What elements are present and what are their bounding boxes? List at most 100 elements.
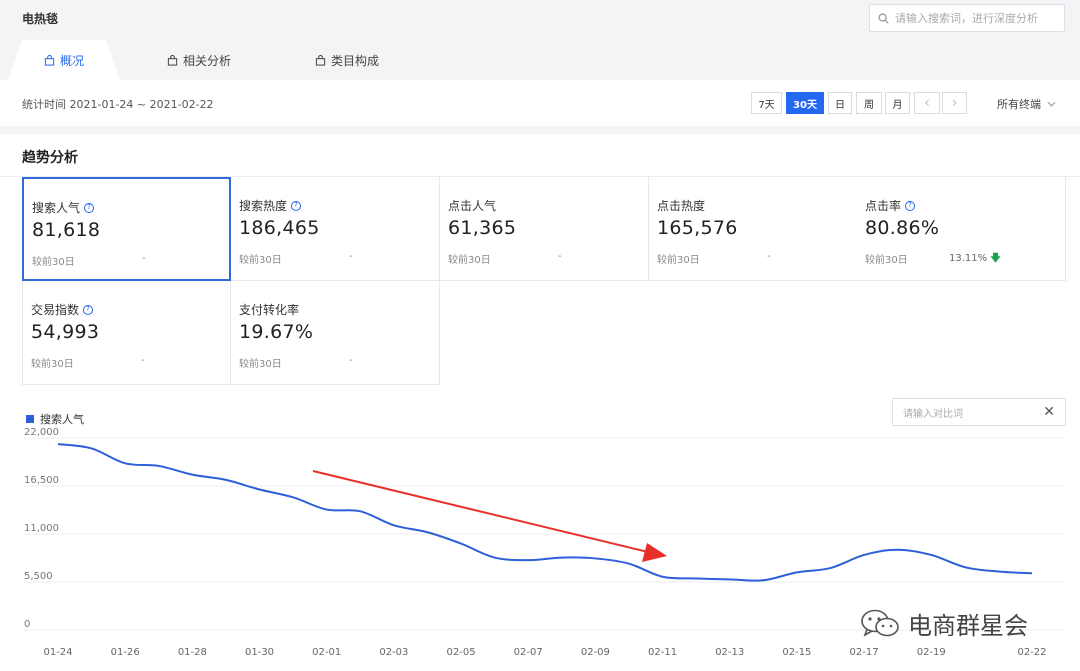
metric-value: 54,993 (31, 321, 100, 343)
date-range: 统计时间 2021-01-24 ~ 2021-02-22 (22, 98, 214, 111)
x-tick-label: 01-24 (43, 647, 72, 658)
close-icon[interactable]: ✕ (1043, 404, 1055, 420)
metric-card-trade-index[interactable]: 交易指数 ? 54,993 较前30日 - (22, 281, 231, 385)
metric-label-text: 点击热度 (657, 199, 706, 213)
tab-label: 概况 (60, 53, 85, 68)
tab-category-composition[interactable]: 类目构成 (315, 40, 379, 80)
metric-card-click-popularity[interactable]: 点击人气 61,365 较前30日 - (440, 177, 649, 281)
metric-label: 点击热度 (657, 197, 705, 214)
x-tick-label: 02-11 (648, 647, 677, 658)
metric-compare-label: 较前30日 (657, 255, 700, 266)
prev-period-button[interactable]: ‹ (914, 92, 940, 114)
metric-compare-label: 较前30日 (239, 359, 282, 370)
next-period-button[interactable]: › (942, 92, 967, 114)
help-icon[interactable]: ? (83, 304, 94, 315)
x-tick-label: 02-09 (581, 647, 610, 658)
metric-label-text: 搜索人气 (32, 201, 81, 215)
period-month-button[interactable]: 月 (885, 92, 910, 114)
search-placeholder: 请输入搜索词，进行深度分析 (895, 12, 1038, 25)
page-title: 电热毯 (22, 12, 59, 26)
series-line-search-popularity (57, 443, 1033, 582)
x-tick-label: 02-03 (379, 647, 408, 658)
metric-card-payment-conversion[interactable]: 支付转化率 19.67% 较前30日 - (231, 281, 440, 385)
top-bar: 电热毯 请输入搜索词，进行深度分析 概况 相关分析 (0, 0, 1080, 80)
terminal-select-value: 所有终端 (997, 98, 1041, 111)
compare-placeholder: 请输入对比词 (903, 408, 963, 420)
help-icon[interactable]: ? (291, 200, 302, 211)
metric-label: 点击率 ? (865, 197, 916, 214)
x-tick-label: 01-30 (245, 647, 274, 658)
metric-compare-label: 较前30日 (448, 255, 491, 266)
metric-compare-label: 较前30日 (31, 359, 74, 370)
x-tick-label: 02-22 (1017, 647, 1046, 658)
metric-label-text: 支付转化率 (239, 303, 300, 317)
tab-overview[interactable]: 概况 (8, 40, 120, 80)
x-tick-label: 02-13 (715, 647, 744, 658)
chevron-down-icon (1047, 101, 1056, 107)
x-tick-label: 02-05 (447, 647, 476, 658)
y-tick-label: 22,000 (24, 428, 59, 438)
metric-delta: 13.11% 🡇 (949, 251, 1001, 268)
metric-card-search-popularity[interactable]: 搜索人气 ? 81,618 较前30日 - (22, 177, 231, 281)
period-7d-button[interactable]: 7天 (751, 92, 782, 114)
metric-label: 支付转化率 (239, 301, 299, 318)
metric-compare-label: 较前30日 (239, 255, 282, 266)
metric-label-text: 搜索热度 (239, 199, 288, 213)
tab-label: 相关分析 (183, 53, 232, 68)
bag-icon (167, 54, 178, 66)
period-30d-button[interactable]: 30天 (786, 92, 824, 114)
metric-delta: - (767, 251, 771, 262)
metric-label-text: 点击人气 (448, 199, 497, 213)
chart-legend[interactable]: 搜索人气 (26, 411, 84, 427)
metric-label: 点击人气 (448, 197, 496, 214)
watermark: 电商群星会 (860, 606, 1028, 641)
annotation-arrow-shaft (312, 470, 649, 553)
metric-delta: - (349, 355, 353, 366)
metric-delta: - (142, 253, 146, 264)
metric-label-text: 交易指数 (31, 303, 80, 317)
period-week-button[interactable]: 周 (856, 92, 882, 114)
metric-label: 搜索热度 ? (239, 197, 302, 214)
terminal-select[interactable]: 所有终端 (997, 96, 1056, 112)
trend-chart: 0 5,500 11,000 16,500 22,000 01-24 01-26 01-28 0… (22, 428, 1066, 658)
metric-card-click-rate[interactable]: 点击率 ? 80.86% 较前30日 13.11% 🡇 (857, 177, 1066, 281)
period-day-button[interactable]: 日 (828, 92, 852, 114)
search-icon (878, 13, 889, 23)
metric-card-search-heat[interactable]: 搜索热度 ? 186,465 较前30日 - (231, 177, 440, 281)
metric-compare-label: 较前30日 (32, 257, 75, 268)
bag-icon (315, 54, 326, 66)
metric-value: 165,576 (657, 217, 738, 239)
metric-label: 搜索人气 ? (32, 199, 95, 216)
metric-grid: 搜索人气 ? 81,618 较前30日 - 搜索热度 ? 186,465 较前3… (22, 177, 1066, 385)
x-tick-label: 02-17 (850, 647, 879, 658)
tab-related-analysis[interactable]: 相关分析 (167, 40, 231, 80)
x-tick-label: 02-07 (514, 647, 543, 658)
metric-label: 交易指数 ? (31, 301, 94, 318)
metric-delta-value: 13.11% (949, 253, 988, 264)
bag-icon (44, 55, 55, 66)
y-tick-label: 5,500 (24, 571, 53, 582)
tab-label: 类目构成 (331, 53, 380, 68)
annotation-arrow-head (642, 543, 667, 562)
metric-card-click-heat[interactable]: 点击热度 165,576 较前30日 - (649, 177, 858, 281)
y-tick-label: 0 (24, 619, 30, 630)
metric-delta: - (141, 355, 145, 366)
x-tick-label: 01-28 (178, 647, 207, 658)
help-icon[interactable]: ? (84, 202, 95, 213)
filter-bar: 统计时间 2021-01-24 ~ 2021-02-22 7天 30天 日 周 … (0, 80, 1080, 126)
y-tick-label: 16,500 (24, 475, 59, 486)
help-icon[interactable]: ? (905, 200, 916, 211)
metric-value: 19.67% (239, 321, 314, 343)
legend-swatch (26, 415, 34, 423)
section-divider (0, 126, 1080, 134)
compare-term-input[interactable]: 请输入对比词 ✕ (892, 398, 1066, 426)
section-title: 趋势分析 (22, 150, 78, 166)
search-input[interactable]: 请输入搜索词，进行深度分析 (869, 4, 1065, 32)
watermark-text: 电商群星会 (908, 612, 1028, 640)
metric-value: 80.86% (865, 217, 940, 239)
legend-label: 搜索人气 (40, 413, 84, 426)
arrow-down-icon: 🡇 (990, 253, 1001, 264)
divider (0, 176, 1080, 177)
wechat-icon (861, 609, 899, 637)
x-tick-label: 02-01 (312, 647, 341, 658)
